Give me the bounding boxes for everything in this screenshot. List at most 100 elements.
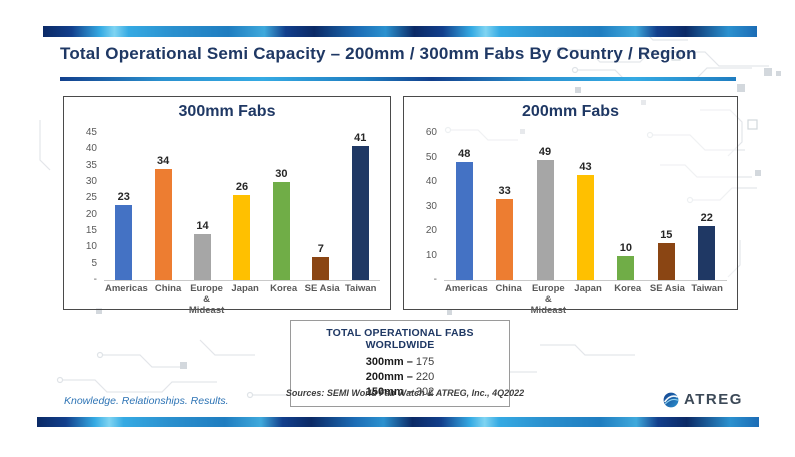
bar-europe-mideast <box>194 234 212 280</box>
bar-value-label: 23 <box>117 190 130 203</box>
y-tick: 10 <box>425 249 437 261</box>
y-tick: 5 <box>91 257 97 269</box>
plot-area-200mm: 48 33 49 43 10 15 22 <box>444 133 727 281</box>
chart-body: 60 50 40 30 20 10 - 48 33 49 43 10 15 22 Americas Chi… <box>414 123 727 317</box>
bar-column-se-asia: 15 <box>646 230 686 280</box>
chart-panel-200mm: 200mm Fabs 60 50 40 30 20 10 - 48 33 49 43 10 15 22 … <box>403 96 738 316</box>
top-accent-bar <box>43 26 757 37</box>
summary-value: 220 <box>415 370 435 383</box>
plot-area-300mm: 23 34 14 26 30 7 41 <box>104 133 380 281</box>
category-label-korea: Korea <box>270 283 298 294</box>
sources-note: Sources: SEMI World Fab Watch & ATREG, I… <box>285 388 525 398</box>
y-tick: 40 <box>425 176 437 187</box>
tagline: Knowledge. Relationships. Results. <box>64 395 229 407</box>
category-label-taiwan: Taiwan <box>691 283 723 294</box>
category-label-taiwan: Taiwan <box>344 283 377 294</box>
category-label-japan: Japan <box>574 283 602 294</box>
logo-text: ATREG <box>684 391 743 408</box>
bar-value-label: 7 <box>317 243 324 256</box>
bar-column-taiwan: 22 <box>687 213 727 280</box>
bar-value-label: 48 <box>458 148 471 161</box>
category-label-americas: Americas <box>105 283 148 294</box>
y-tick: 20 <box>85 208 97 220</box>
category-label-europe-mideast: Europe & Mideast <box>188 283 225 316</box>
bar-taiwan <box>351 146 369 280</box>
bar-china <box>496 199 514 280</box>
bar-column-americas: 23 <box>104 190 143 280</box>
bar-column-taiwan: 41 <box>341 133 380 280</box>
category-label-se-asia: SE Asia <box>304 283 340 294</box>
bar-value-label: 41 <box>354 132 367 145</box>
atreg-logo: ATREG <box>663 391 743 408</box>
bar-japan <box>576 174 594 280</box>
y-tick: 25 <box>85 192 97 204</box>
chart-title-300mm: 300mm Fabs <box>178 103 276 120</box>
category-label-korea: Korea <box>614 283 642 294</box>
bar-value-label: 49 <box>538 145 552 158</box>
bar-se-asia <box>657 243 675 280</box>
bar-value-label: 43 <box>579 160 592 173</box>
slide-title: Total Operational Semi Capacity – 200mm … <box>60 44 697 63</box>
chart-panel-300mm: 300mm Fabs 45 40 35 30 25 20 15 10 5 - 23 34 14 26 30… <box>63 96 391 316</box>
bar-column-europe-mideast: 49 <box>525 145 565 280</box>
chart-title-200mm: 200mm Fabs <box>522 103 619 120</box>
category-label-europe-mideast: Europe & Mideast <box>530 283 567 316</box>
y-tick: 20 <box>425 225 437 236</box>
y-axis-200mm: 60 50 40 30 20 10 - <box>414 128 444 285</box>
bar-value-label: 10 <box>619 241 633 254</box>
bottom-accent-bar <box>37 417 759 427</box>
category-label-americas: Americas <box>445 283 488 294</box>
y-tick: - <box>433 274 437 285</box>
category-label-japan: Japan <box>231 283 259 294</box>
bar-value-label: 33 <box>498 185 511 198</box>
category-label-china: China <box>154 283 182 294</box>
bar-column-korea: 30 <box>262 169 301 280</box>
summary-label: 300mm – <box>365 356 413 368</box>
bar-column-europe-mideast: 14 <box>183 221 222 280</box>
y-tick: 30 <box>85 176 97 187</box>
bar-americas <box>455 162 473 280</box>
bar-se-asia <box>312 257 330 280</box>
bar-column-china: 34 <box>143 154 182 280</box>
summary-label: 150mm – <box>365 385 413 398</box>
bar-column-se-asia: 7 <box>301 244 340 280</box>
bar-value-label: 22 <box>700 212 713 225</box>
bar-value-label: 14 <box>196 220 209 233</box>
bar-value-label: 15 <box>660 229 673 242</box>
summary-value: 175 <box>415 356 435 368</box>
globe-icon <box>663 392 679 407</box>
category-axis-300mm: Americas China Europe & Mideast Japan Korea S… <box>104 283 380 317</box>
y-tick: - <box>93 274 97 285</box>
bar-korea <box>617 255 635 280</box>
bar-column-japan: 26 <box>222 182 261 280</box>
bar-column-americas: 48 <box>444 149 484 280</box>
summary-label: 200mm – <box>365 370 413 383</box>
bar-column-japan: 43 <box>565 160 605 280</box>
bar-korea <box>272 182 290 280</box>
y-axis-300mm: 45 40 35 30 25 20 15 10 5 - <box>74 128 104 285</box>
bar-column-korea: 10 <box>606 241 646 280</box>
title-underline <box>60 77 736 81</box>
bar-taiwan <box>698 226 716 280</box>
bar-column-china: 33 <box>484 186 524 280</box>
y-tick: 35 <box>85 159 97 171</box>
summary-row-300mm: 300mm – 175 <box>295 355 505 370</box>
summary-box-title: TOTAL OPERATIONAL FABS WORLDWIDE <box>326 327 474 351</box>
category-label-china: China <box>495 283 522 294</box>
summary-box: TOTAL OPERATIONAL FABS WORLDWIDE 300mm –… <box>290 320 510 407</box>
y-tick: 30 <box>425 200 437 212</box>
y-tick: 10 <box>85 241 97 253</box>
summary-row-150mm: 150mm – 302 <box>295 385 505 400</box>
bar-europe-mideast <box>536 159 554 280</box>
category-axis-200mm: Americas China Europe & Mideast Japan Korea S… <box>444 283 727 317</box>
y-tick: 15 <box>85 225 97 236</box>
summary-value: 302 <box>415 385 435 398</box>
summary-row-200mm: 200mm – 220 <box>295 370 505 385</box>
y-tick: 45 <box>85 127 97 138</box>
y-tick: 40 <box>85 143 97 155</box>
bar-value-label: 34 <box>157 154 170 167</box>
chart-body: 45 40 35 30 25 20 15 10 5 - 23 34 14 26 30 7 41 America… <box>74 123 380 317</box>
bar-china <box>154 168 172 280</box>
